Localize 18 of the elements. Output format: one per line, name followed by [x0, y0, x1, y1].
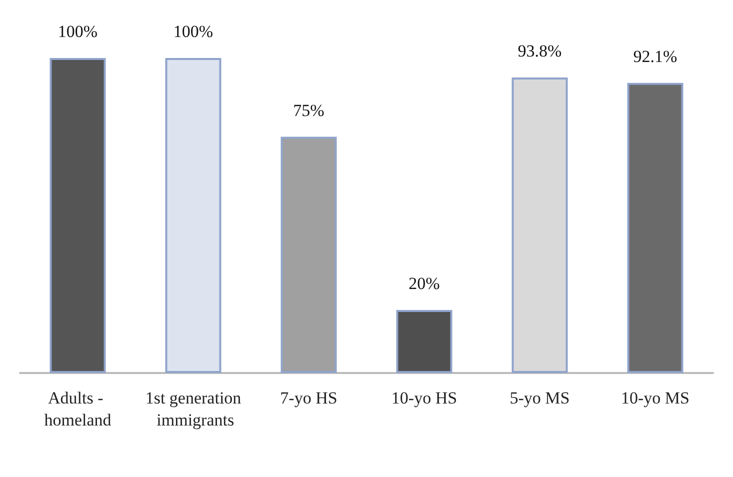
- bar: [50, 58, 106, 373]
- bar: [512, 78, 568, 373]
- x-tick-label: 1st generation immigrants: [145, 388, 242, 430]
- data-label: 93.8%: [518, 42, 562, 61]
- x-tick-label: 5-yo MS: [510, 388, 570, 408]
- data-label: 100%: [58, 22, 98, 41]
- x-tick-label: 10-yo HS: [391, 388, 458, 408]
- bar: [627, 82, 684, 373]
- data-label: 92.1%: [633, 46, 678, 66]
- bar: [396, 310, 452, 373]
- bar: [165, 58, 222, 373]
- x-tick-label: Adults - homeland: [44, 388, 112, 430]
- bar: [280, 136, 337, 373]
- data-label: 20%: [408, 274, 440, 293]
- data-label: 75%: [293, 100, 324, 120]
- x-tick-label: 10-yo MS: [621, 388, 690, 408]
- data-label: 100%: [173, 22, 214, 41]
- x-tick-label: 7-yo HS: [280, 388, 338, 408]
